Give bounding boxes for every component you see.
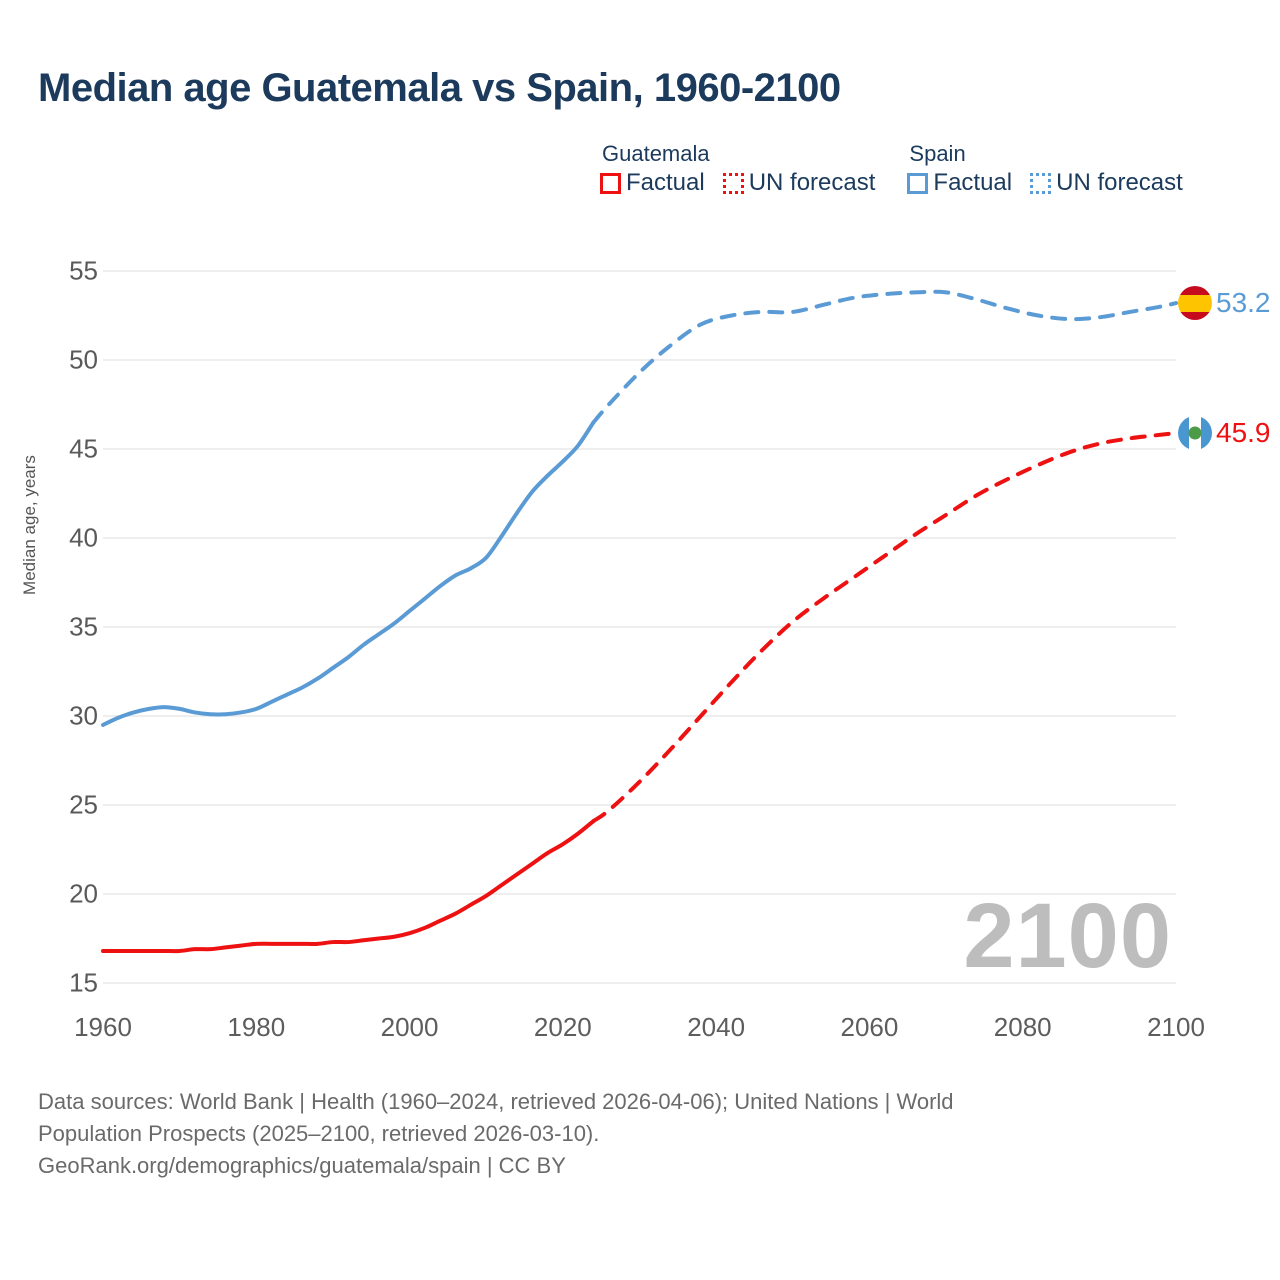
y-tick-50: 50 [69,344,98,375]
x-tick-1980: 1980 [227,1012,286,1042]
end-value-guatemala: 45.9 [1216,416,1271,448]
legend-item-guatemala-forecast[interactable]: UN forecast [722,169,876,196]
series-line-spain-factual [101,420,596,727]
legend-swatch-solid-red-icon [600,172,621,194]
y-tick-35: 35 [69,611,98,642]
y-tick-20: 20 [69,878,98,909]
legend-swatch-solid-blue-icon [907,172,929,194]
chart-legend: Guatemala Factual UN forecast Spain Fact… [600,143,1183,195]
legend-group-title-spain: Spain [909,141,966,166]
legend-label-guatemala-forecast: UN forecast [748,169,876,196]
x-tick-2040: 2040 [687,1012,746,1042]
x-tick-1960: 1960 [74,1012,132,1042]
y-tick-55: 55 [69,255,98,286]
legend-group-spain: Spain Factual UN forecast [907,141,1183,195]
legend-item-spain-forecast[interactable]: UN forecast [1030,171,1183,195]
page-title: Median age Guatemala vs Spain, 1960-2100 [38,66,841,110]
x-tick-2100: 2100 [1147,1012,1205,1042]
legend-label-guatemala-factual: Factual [626,169,705,196]
y-tick-40: 40 [69,522,98,553]
legend-swatch-dotted-red-icon [722,172,744,194]
x-tick-2080: 2080 [993,1012,1052,1042]
spain-flag-icon [1178,286,1212,321]
series-line-spain-forecast [591,289,1178,425]
footer-line-3: GeoRank.org/demographics/guatemala/spain… [38,1152,566,1178]
guatemala-flag-icon [1178,415,1212,450]
footer-line-2: Population Prospects (2025–2100, retriev… [38,1120,600,1146]
y-tick-45: 45 [69,433,98,464]
x-tick-2000: 2000 [380,1012,439,1042]
y-tick-25: 25 [69,789,98,820]
x-tick-2020: 2020 [533,1012,592,1042]
legend-item-guatemala-factual[interactable]: Factual [600,171,705,195]
x-tick-2060: 2060 [840,1012,899,1042]
year-watermark: 2100 [963,885,1172,987]
end-value-spain: 53.2 [1216,287,1271,319]
series-line-guatemala-forecast [591,430,1178,824]
chart-canvas [101,270,1178,984]
legend-group-guatemala: Guatemala Factual UN forecast [600,143,875,195]
series-line-guatemala-factual [101,819,596,954]
end-label-spain: 53.2 [1178,286,1271,321]
legend-label-spain-factual: Factual [933,169,1013,196]
legend-swatch-dotted-blue-icon [1030,172,1052,194]
y-tick-30: 30 [69,700,98,731]
footer-sources: Data sources: World Bank | Health (1960–… [38,1086,1198,1182]
end-label-guatemala: 45.9 [1178,415,1271,450]
legend-group-title-guatemala: Guatemala [602,141,710,166]
y-tick-15: 15 [69,967,98,998]
legend-item-spain-factual[interactable]: Factual [907,171,1012,195]
legend-label-spain-forecast: UN forecast [1056,169,1183,196]
footer-line-1: Data sources: World Bank | Health (1960–… [38,1089,954,1114]
plot-area: Median age, years 15 20 25 30 35 40 45 50 55 196… [20,255,1271,1043]
